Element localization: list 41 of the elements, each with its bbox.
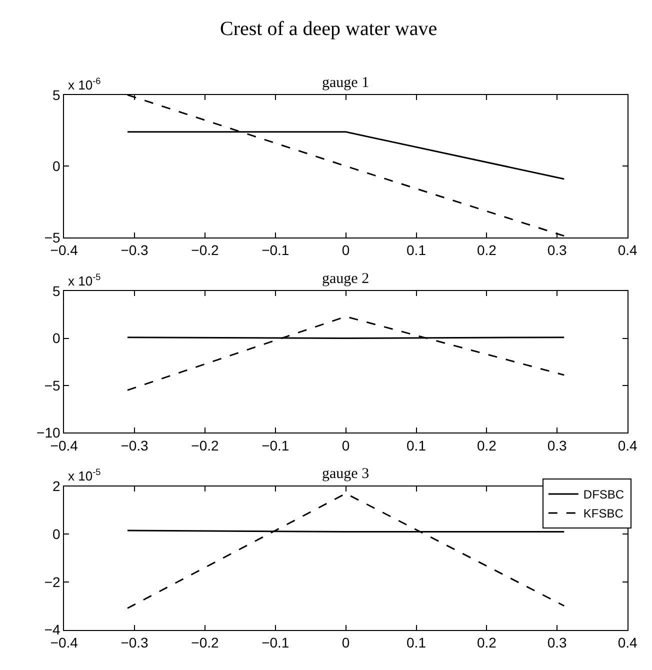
x-tick-label: −0.3	[120, 634, 149, 651]
x-tick-label: 0.4	[618, 242, 638, 258]
x-tick-label: 0.1	[406, 437, 426, 454]
x-tick-label: 0.3	[547, 242, 568, 258]
y-tick-label: 0	[52, 158, 60, 174]
chart-title: Crest of a deep water wave	[220, 18, 438, 40]
legend-label: DFSBC	[583, 488, 624, 502]
x-tick-label: 0.3	[547, 437, 568, 454]
y-tick-label: 5	[52, 282, 60, 299]
text: x 10$^{-6}$	[68, 76, 101, 92]
x-tick-label: 0.4	[618, 634, 638, 651]
x-tick-label: 0.2	[476, 437, 497, 454]
x-tick-label: 0.2	[476, 634, 497, 651]
x-tick-label: 0	[342, 437, 350, 454]
x-tick-label: −0.3	[120, 437, 149, 454]
x-tick-label: 0	[342, 634, 350, 651]
x-tick-label: −0.3	[120, 242, 149, 258]
y-tick-label: 5	[52, 86, 60, 103]
chart-title: gauge 2	[322, 271, 370, 287]
x-tick-label: 0.1	[406, 242, 426, 258]
y-tick-label: −5	[44, 377, 60, 394]
x-tick-label: −0.1	[262, 242, 290, 258]
x-tick-label: −0.1	[262, 437, 290, 454]
chart-subtitle: gauge 1	[322, 75, 370, 91]
y-tick-label: 2	[52, 478, 60, 494]
chart-title: gauge 3	[322, 466, 370, 482]
text: x 10$^{-5}$	[68, 272, 101, 288]
y-tick-label: 0	[52, 330, 60, 346]
x-tick-label: 0.1	[406, 634, 426, 651]
x-tick-label: −0.2	[191, 437, 219, 454]
x-tick-label: 0.2	[476, 242, 497, 258]
text: x 10$^{-5}$	[68, 467, 101, 484]
x-tick-label: −0.2	[191, 242, 219, 258]
y-tick-label: −2	[44, 574, 60, 590]
x-tick-label: 0.4	[618, 437, 638, 454]
legend-label: KFSBC	[583, 506, 624, 521]
x-tick-label: 0	[342, 242, 350, 258]
x-tick-label: −0.1	[262, 634, 290, 651]
y-tick-label: 0	[52, 526, 60, 542]
x-tick-label: 0.3	[547, 634, 568, 651]
x-tick-label: −0.2	[191, 634, 219, 651]
